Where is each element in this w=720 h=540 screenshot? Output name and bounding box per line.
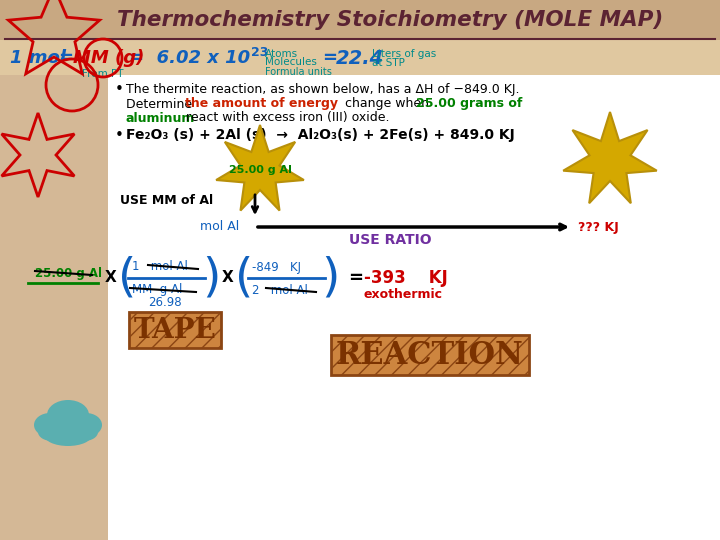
Text: Formula units: Formula units <box>265 67 332 77</box>
Text: 26.98: 26.98 <box>148 296 181 309</box>
Text: 25.00 grams of: 25.00 grams of <box>416 98 523 111</box>
Text: From PT: From PT <box>82 69 124 79</box>
Text: ): ) <box>321 255 339 300</box>
Text: change when: change when <box>341 98 433 111</box>
Text: the amount of energy: the amount of energy <box>185 98 338 111</box>
Text: Thermochemistry Stoichiometry (MOLE MAP): Thermochemistry Stoichiometry (MOLE MAP) <box>117 10 663 30</box>
Ellipse shape <box>38 423 66 441</box>
Text: •: • <box>115 83 124 98</box>
Text: Determine: Determine <box>126 98 196 111</box>
Text: USE RATIO: USE RATIO <box>348 233 431 247</box>
Text: 23: 23 <box>251 46 269 59</box>
Polygon shape <box>0 40 720 75</box>
Polygon shape <box>0 0 108 540</box>
Text: MM  g Al: MM g Al <box>132 284 182 296</box>
Text: ??? KJ: ??? KJ <box>578 220 618 233</box>
Text: at STP: at STP <box>372 58 405 68</box>
Text: 2   mol Al: 2 mol Al <box>252 284 308 296</box>
Text: REACTION: REACTION <box>336 340 524 370</box>
Text: =  6.02 x 10: = 6.02 x 10 <box>129 49 250 67</box>
Polygon shape <box>563 112 657 203</box>
Text: (: ( <box>118 255 136 300</box>
Text: USE MM of Al: USE MM of Al <box>120 193 213 206</box>
Text: Fe₂O₃ (s) + 2Al (s)  →  Al₂O₃(s) + 2Fe(s) + 849.0 KJ: Fe₂O₃ (s) + 2Al (s) → Al₂O₃(s) + 2Fe(s) … <box>126 128 515 142</box>
Text: 1 mol: 1 mol <box>10 49 66 67</box>
Text: =: = <box>348 269 363 287</box>
Text: 1   mol Al: 1 mol Al <box>132 260 188 273</box>
Polygon shape <box>0 0 720 40</box>
Text: -849   KJ: -849 KJ <box>252 260 301 273</box>
Ellipse shape <box>70 423 98 441</box>
Text: react with excess iron (III) oxide.: react with excess iron (III) oxide. <box>182 111 390 125</box>
Text: =: = <box>58 49 73 67</box>
Text: aluminum: aluminum <box>126 111 195 125</box>
Text: =: = <box>322 49 337 67</box>
Text: X: X <box>222 271 234 286</box>
Text: Atoms: Atoms <box>265 49 298 59</box>
Text: exothermic: exothermic <box>364 288 443 301</box>
Text: 25.00 g Al: 25.00 g Al <box>35 267 102 280</box>
Text: ): ) <box>202 255 220 300</box>
Text: (: ( <box>235 255 253 300</box>
Text: -393    KJ: -393 KJ <box>364 269 448 287</box>
Text: 25.00 g Al: 25.00 g Al <box>228 165 292 175</box>
Ellipse shape <box>34 413 66 437</box>
Text: •: • <box>115 127 124 143</box>
Text: Liters of gas: Liters of gas <box>372 49 436 59</box>
Text: X: X <box>105 271 117 286</box>
Ellipse shape <box>70 413 102 437</box>
Text: mol Al: mol Al <box>200 220 239 233</box>
Text: 22.4: 22.4 <box>336 49 384 68</box>
Text: Molecules: Molecules <box>265 57 317 67</box>
Text: TAPE: TAPE <box>134 316 217 343</box>
Polygon shape <box>216 125 304 211</box>
Text: MM (g): MM (g) <box>73 49 145 67</box>
Ellipse shape <box>47 400 89 430</box>
Text: The thermite reaction, as shown below, has a ΔH of −849.0 KJ.: The thermite reaction, as shown below, h… <box>126 84 520 97</box>
Ellipse shape <box>44 424 92 446</box>
